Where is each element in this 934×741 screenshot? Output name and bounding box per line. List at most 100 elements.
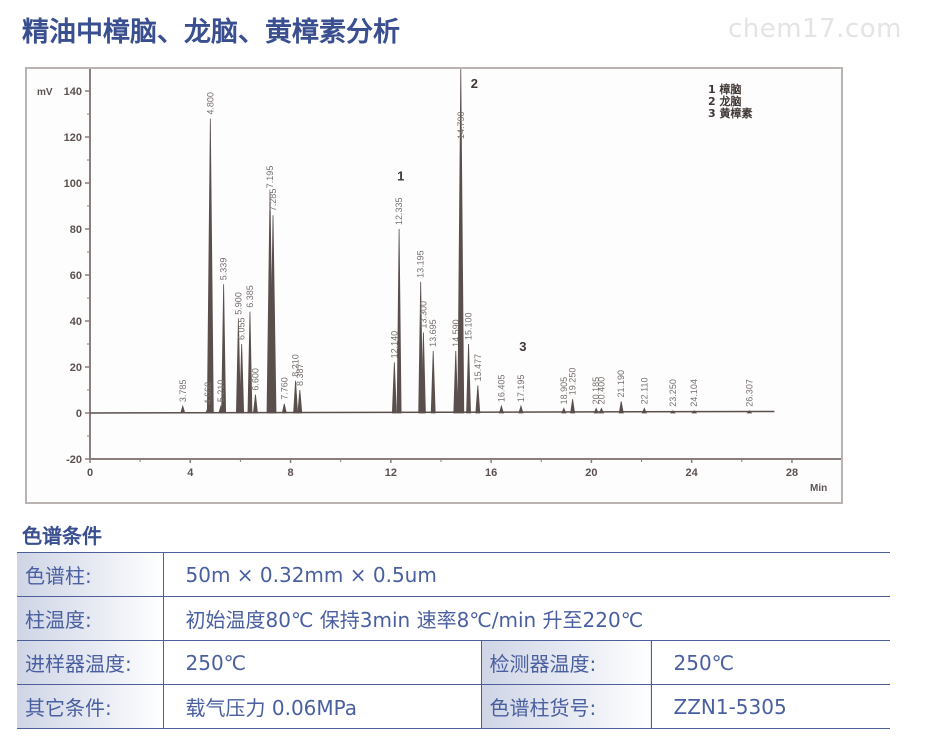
x-tick-label: 16: [485, 467, 497, 479]
x-tick-label: 28: [786, 467, 798, 479]
x-tick-label: 12: [385, 467, 397, 479]
peak-label: 20.400: [596, 377, 606, 405]
x-tick-label: 4: [187, 467, 194, 479]
peak: [281, 403, 287, 414]
table-row: 色谱柱: 50m × 0.32mm × 0.5um: [17, 552, 890, 597]
table-row: 进样器温度: 250℃ 检测器温度: 250℃: [17, 640, 890, 685]
peak: [498, 404, 504, 414]
peak-label: 6.055: [237, 317, 247, 340]
peak: [221, 284, 227, 414]
peak-label: 5.210: [216, 380, 226, 403]
peak: [593, 407, 599, 414]
peak-label: 6.600: [250, 368, 260, 391]
peak-label: 6.385: [245, 285, 255, 308]
peak: [598, 407, 605, 414]
y-tick-label: 20: [70, 362, 82, 374]
peak: [466, 343, 471, 414]
peak-annotation: 3: [519, 339, 526, 354]
peak-annotation: 2: [471, 76, 478, 91]
peak: [691, 410, 698, 414]
x-tick-label: 20: [585, 467, 597, 479]
peak-label: 22.110: [639, 378, 649, 405]
y-axis-label: mV: [37, 87, 53, 98]
y-tick-label: 40: [70, 316, 82, 328]
peak: [253, 394, 258, 414]
peak-label: 5.339: [219, 258, 229, 281]
peak-label: 20.185: [591, 377, 601, 405]
row-value-2: 250℃: [651, 640, 890, 685]
peak-label: 17.195: [516, 375, 526, 403]
peak: [641, 407, 647, 414]
x-tick-label: 24: [686, 467, 699, 479]
row-label: 柱温度:: [17, 596, 164, 641]
peak-label: 12.335: [394, 197, 404, 225]
peak: [430, 350, 436, 414]
row-label-2: 检测器温度:: [481, 640, 652, 685]
peak: [457, 69, 465, 414]
peak-label: 8.210: [291, 354, 301, 377]
peak: [418, 281, 424, 414]
peak: [391, 362, 397, 414]
peak-label: 13.695: [428, 319, 438, 347]
y-tick-label: 100: [64, 178, 82, 190]
peak: [206, 118, 214, 414]
y-tick-label: 140: [64, 86, 82, 98]
peak: [518, 404, 524, 414]
peak-label: 19.250: [568, 368, 578, 396]
x-axis-label: Min: [810, 483, 827, 494]
y-tick-label: 0: [76, 408, 82, 420]
x-tick-label: 8: [287, 467, 293, 479]
watermark: chem17.com: [728, 14, 902, 44]
peak: [293, 380, 298, 414]
peak-label: 12.140: [389, 331, 399, 359]
peak: [618, 401, 624, 414]
peak-label: 7.195: [265, 166, 275, 189]
peak-label: 15.100: [464, 312, 474, 340]
peak: [247, 311, 253, 414]
y-tick-label: 120: [64, 132, 82, 144]
peak: [239, 343, 245, 414]
peak-label: 16.405: [496, 375, 506, 403]
peak-label: 14.590: [451, 319, 461, 347]
peak: [475, 385, 481, 414]
section-title-conditions: 色谱条件: [22, 524, 102, 548]
peak: [396, 228, 402, 414]
peak: [236, 318, 241, 414]
peak: [421, 332, 426, 414]
peak: [218, 404, 224, 414]
y-tick-label: 80: [70, 224, 82, 236]
peak-label: 5.900: [233, 292, 243, 315]
peak: [561, 407, 567, 414]
chromatogram-chart: -20 0 20 40 60 80 100 120 140 mV 0 4 8 12 16 20 24 28 Min 3…: [25, 67, 843, 504]
peak-label: 4.800: [205, 92, 215, 115]
peak-label: 18.905: [559, 377, 569, 405]
peak-label: 7.285: [268, 189, 278, 212]
row-label-2: 色谱柱货号:: [481, 684, 652, 729]
legend-item: 2 龙脑: [708, 94, 741, 108]
x-tick-label: 0: [87, 467, 93, 479]
peak-label: 13.300: [418, 301, 428, 329]
peak-label: 3.785: [178, 380, 188, 403]
row-value: 250℃: [163, 640, 482, 685]
row-value-2: ZZN1-5305: [651, 684, 890, 729]
row-label: 色谱柱:: [17, 552, 164, 597]
row-label: 进样器温度:: [17, 640, 164, 685]
legend-item: 1 樟脑: [708, 82, 741, 96]
peak-label: 21.190: [616, 370, 626, 398]
row-label: 其它条件:: [17, 684, 164, 729]
table-row: 柱温度: 初始温度80℃ 保持3min 速率8℃/min 升至220℃: [17, 596, 890, 641]
row-value: 载气压力 0.06MPa: [163, 684, 482, 729]
peak-label: 14.790: [456, 111, 466, 139]
peak-annotation: 1: [397, 169, 404, 184]
peak-label: 23.250: [668, 379, 678, 407]
legend-item: 3 黄樟素: [708, 106, 752, 120]
row-value: 50m × 0.32mm × 0.5um: [163, 552, 890, 597]
peak-label: 7.760: [279, 377, 289, 400]
peak: [570, 399, 576, 414]
peak: [297, 389, 303, 414]
peak-label: 4.660: [203, 382, 213, 405]
peak-label: 13.195: [416, 250, 426, 278]
peak-label: 26.307: [744, 379, 754, 407]
y-tick-label: 60: [70, 270, 82, 282]
